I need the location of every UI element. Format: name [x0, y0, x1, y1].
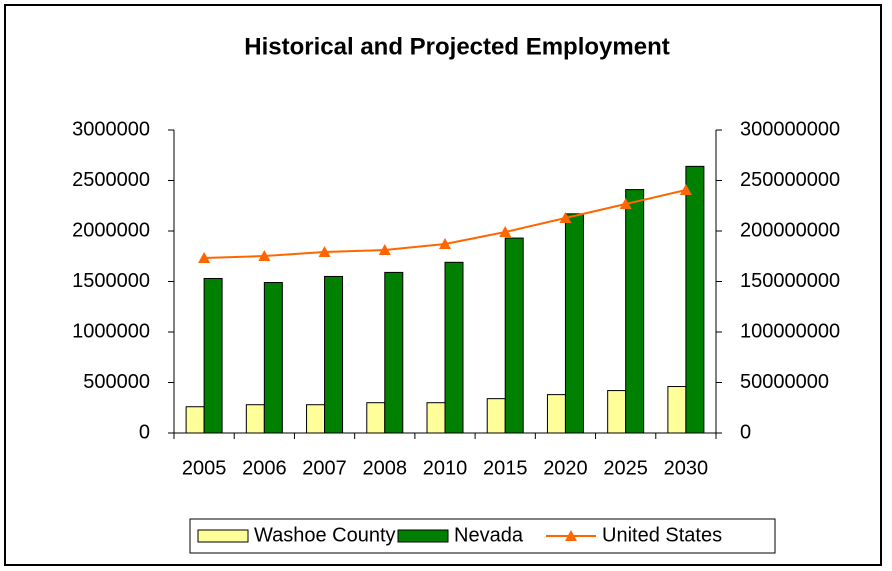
marker [679, 183, 692, 195]
y2-tick-label: 100000000 [740, 320, 840, 342]
x-tick-label: 2020 [543, 457, 588, 479]
y2-tick-label: 150000000 [740, 270, 840, 292]
bar [607, 390, 627, 434]
x-tick-label: 2008 [363, 457, 408, 479]
bar [504, 237, 524, 434]
bar [546, 394, 566, 434]
bar [667, 386, 687, 434]
y2-tick-label: 50000000 [740, 371, 829, 393]
y-tick-label: 1000000 [72, 320, 150, 342]
bar [366, 402, 386, 434]
y2-tick-label: 250000000 [740, 169, 840, 191]
x-tick-label: 2015 [483, 457, 528, 479]
marker [499, 226, 512, 238]
legend-swatch [397, 529, 449, 543]
y-tick-label: 1500000 [72, 270, 150, 292]
x-tick-label: 2006 [242, 457, 287, 479]
x-tick-label: 2005 [182, 457, 227, 479]
x-tick-label: 2007 [302, 457, 347, 479]
bar [306, 404, 326, 434]
marker [198, 251, 211, 263]
marker [439, 238, 451, 250]
bar [625, 189, 645, 434]
marker [619, 198, 632, 210]
y-tick-label: 0 [139, 421, 150, 443]
bar [384, 271, 404, 434]
bar [203, 277, 223, 434]
chart-title: Historical and Projected Employment [244, 33, 669, 60]
bar [426, 402, 446, 434]
marker [559, 211, 572, 223]
y-tick-label: 3000000 [72, 118, 150, 140]
bar [324, 275, 344, 434]
legend-box [189, 518, 776, 554]
bar [263, 282, 283, 434]
chart-frame [4, 4, 882, 566]
bar [185, 406, 205, 434]
bar [564, 213, 584, 434]
x-tick-label: 2025 [603, 457, 648, 479]
legend-label: United States [602, 524, 722, 546]
marker [258, 250, 271, 262]
legend-label: Washoe County [254, 524, 396, 546]
y-tick-label: 2500000 [72, 169, 150, 191]
y2-tick-label: 0 [740, 421, 751, 443]
x-tick-label: 2010 [423, 457, 468, 479]
bar [444, 261, 464, 434]
y-tick-label: 2000000 [72, 219, 150, 241]
marker [318, 246, 331, 258]
legend-swatch [197, 529, 249, 543]
marker [378, 243, 391, 255]
legend-swatch [565, 530, 577, 541]
bar [685, 165, 705, 434]
bar [245, 404, 265, 434]
y2-tick-label: 300000000 [740, 118, 840, 140]
y2-tick-label: 200000000 [740, 219, 840, 241]
legend-label: Nevada [454, 524, 524, 546]
y-tick-label: 500000 [83, 371, 150, 393]
x-tick-label: 2030 [664, 457, 709, 479]
bar [486, 398, 506, 434]
